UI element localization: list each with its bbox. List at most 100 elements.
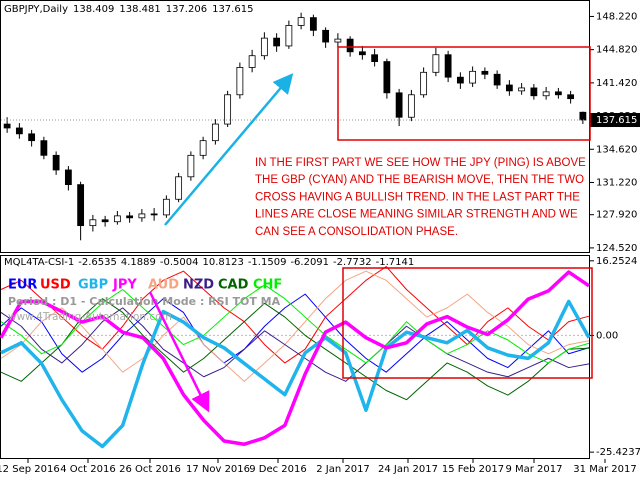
candle-body	[444, 54, 452, 78]
candle-body	[273, 37, 281, 47]
series-line	[0, 270, 590, 446]
x-tick-label: 15 Feb 2017	[442, 464, 504, 475]
indicator-value: -2.6535	[78, 257, 117, 268]
x-tick-label: 9 Dec 2016	[249, 464, 307, 475]
y-tick-label: 16.2524	[596, 256, 637, 267]
candle-body	[505, 84, 513, 92]
candle-body	[530, 87, 538, 97]
y-tick-label: 148.220	[596, 11, 637, 22]
candle-body	[52, 154, 60, 171]
series-line	[0, 299, 591, 449]
candle-body	[64, 169, 72, 186]
candle-body	[187, 154, 195, 178]
candle-body	[260, 37, 268, 57]
legend-entry: EUR	[8, 278, 37, 293]
candle-body	[383, 61, 391, 94]
header: MQL4TA-CSI-1 -2.6535 4.1889 -0.5004 10.8123-…	[4, 257, 414, 268]
candle-body	[371, 54, 379, 62]
indicator-value: -6.2091	[290, 257, 329, 268]
ohlc-value: 138.409	[73, 4, 114, 15]
candle-body	[15, 127, 23, 135]
y-tick-label: 127.920	[596, 210, 637, 221]
candle-body	[77, 184, 85, 227]
watermark: www.4Trading-Automation.com	[8, 311, 172, 323]
x-tick-label: 9 Mar 2017	[505, 464, 562, 475]
legend-entry: AUD	[148, 278, 179, 293]
candle-body	[89, 219, 97, 227]
indicator-value: -2.7732	[333, 257, 372, 268]
x-tick-label: 4 Oct 2016	[60, 464, 115, 475]
candle-body	[297, 17, 305, 26]
series-line	[0, 266, 590, 364]
series-line	[0, 298, 590, 401]
annotation: THE GBP (CYAN) AND THE BEARISH MOVE, THE…	[255, 174, 584, 186]
legend-entry: JPY	[112, 278, 137, 293]
candle-body	[567, 94, 575, 100]
series-line	[0, 307, 590, 382]
legend-entry: NZD	[183, 278, 214, 293]
x-tick-label: 31 Mar 2017	[573, 464, 636, 475]
candle-body	[236, 67, 244, 96]
indicator-value: 10.8123	[202, 257, 243, 268]
candle-body	[346, 38, 354, 53]
candle-body	[285, 25, 293, 47]
header: GBPJPY,Daily 138.409 138.481 137.206 137.615	[4, 4, 253, 15]
ohlc-value: 138.481	[119, 4, 160, 15]
candle-body	[101, 219, 109, 223]
candle-body	[138, 213, 146, 219]
candle-body	[28, 133, 36, 142]
candle-body	[126, 215, 134, 219]
highlight-box	[337, 46, 591, 141]
annotation: IN THE FIRST PART WE SEE HOW THE JPY (PI…	[255, 157, 586, 169]
indicator-panel	[0, 255, 590, 459]
candle-body	[211, 123, 219, 142]
candle-body	[469, 70, 477, 84]
x-tick-label: 24 Jan 2017	[378, 464, 438, 475]
subtitle: Period : D1 - Calculation Mode : RSI TOT…	[8, 295, 281, 308]
indicator-value: -0.5004	[160, 257, 199, 268]
series-line	[0, 270, 590, 382]
series-line	[0, 293, 590, 373]
candle-body	[432, 54, 440, 73]
annotation: LINES ARE CLOSE MEANING SIMILAR STRENGTH…	[255, 209, 578, 221]
indicator-value: -1.1509	[248, 257, 287, 268]
x-tick-label: 26 Oct 2016	[119, 464, 181, 475]
price-panel	[0, 0, 590, 253]
y-tick-label: 131.220	[596, 177, 637, 188]
candle-body	[113, 215, 121, 223]
arrow	[164, 73, 294, 226]
candle-body	[358, 51, 366, 56]
indicator-name: MQL4TA-CSI-1	[4, 257, 74, 268]
candle-body	[309, 17, 317, 31]
y-tick-label: 134.620	[596, 144, 637, 155]
candle-body	[456, 76, 464, 84]
candle-body	[150, 213, 158, 216]
candle-body	[481, 70, 489, 75]
x-tick-label: 12 Sep 2016	[0, 464, 60, 475]
candle-body	[493, 73, 501, 86]
legend-entry: CHF	[253, 278, 282, 293]
legend-entry: GBP	[78, 278, 108, 293]
candle-body	[334, 38, 342, 43]
annotation: CAN SEE A CONSOLIDATION PHASE.	[255, 226, 458, 238]
candle-body	[175, 176, 183, 200]
candle-body	[162, 198, 170, 216]
highlight-box	[342, 267, 593, 379]
arrow	[148, 291, 210, 413]
legend-entry: USD	[40, 278, 71, 293]
last-price-box	[590, 113, 640, 128]
candle-body	[518, 87, 526, 92]
candle-body	[407, 94, 415, 118]
y-tick-label: 0.00	[596, 330, 618, 341]
last-price-label: 137.615	[596, 115, 637, 126]
candle-body	[199, 140, 207, 156]
indicator-value: 4.1889	[121, 257, 156, 268]
candle-body	[3, 123, 11, 129]
candle-body	[542, 91, 550, 97]
indicator-value: -1.7141	[376, 257, 415, 268]
candle-body	[224, 94, 232, 125]
symbol: GBPJPY,Daily	[4, 4, 68, 15]
candle-body	[395, 92, 403, 118]
legend-entry: CAD	[218, 278, 249, 293]
